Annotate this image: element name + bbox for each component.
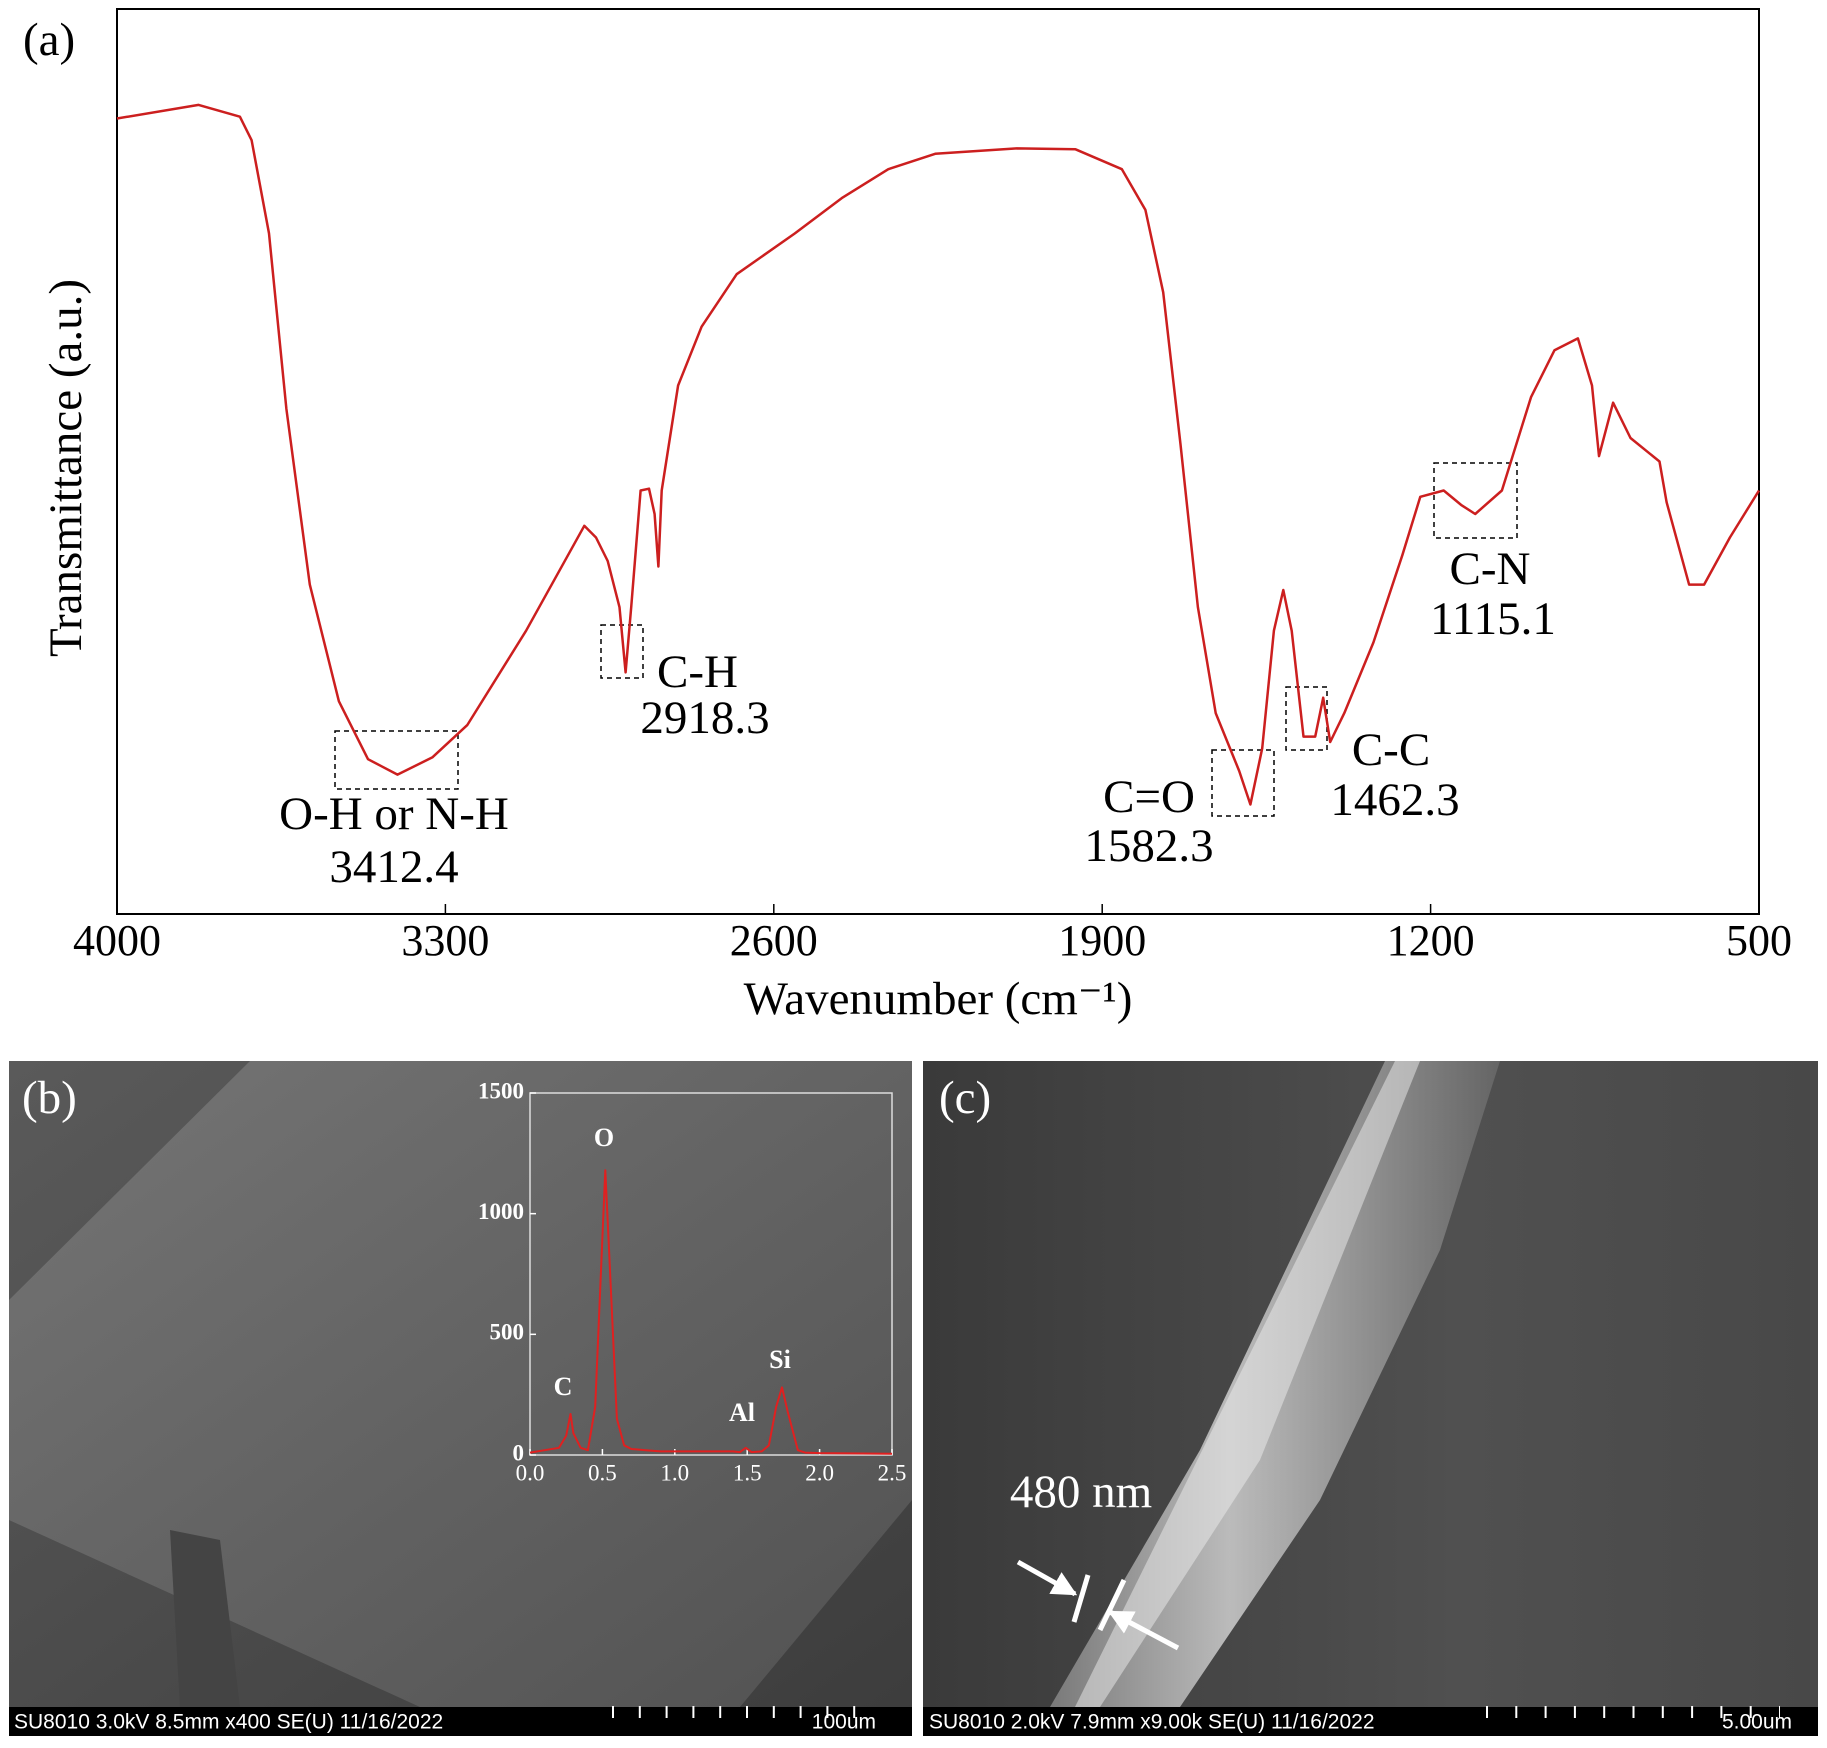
x-tick-label: 0.5 <box>588 1460 617 1485</box>
annotation-box <box>334 730 459 790</box>
x-tick-label: 4000 <box>73 916 161 965</box>
y-tick-label: 1500 <box>478 1078 524 1103</box>
panel-label: (b) <box>22 1072 77 1124</box>
annotation-label: C-C <box>1352 724 1430 776</box>
arrow <box>1107 1609 1180 1651</box>
inset-frame <box>529 1092 893 1456</box>
inset-annotations: C O Al Si <box>554 1123 791 1427</box>
panel-label: (a) <box>23 14 75 66</box>
measure-label: 480 nm <box>1010 1466 1152 1518</box>
annotation-value: 1462.3 <box>1330 774 1459 826</box>
element-label: Si <box>769 1345 791 1374</box>
annotation-value: 2918.3 <box>640 692 769 744</box>
spectrum-line <box>529 1169 893 1455</box>
y-tick-label: 0 <box>513 1440 525 1465</box>
annotation-value: 1582.3 <box>1084 820 1213 872</box>
x-tick-label: 1900 <box>1058 916 1146 965</box>
x-tick-label: 1.0 <box>660 1460 689 1485</box>
annotations: O-H or N-H 3412.4 C-H 2918.3 C=O 1582.3 … <box>279 543 1556 893</box>
x-axis-label: Wavenumber (cm⁻¹) <box>744 973 1133 1025</box>
x-tick-label: 2.5 <box>878 1460 907 1485</box>
annotation-label: O-H or N-H <box>279 788 509 840</box>
x-tick-label: 3300 <box>401 916 489 965</box>
panel-label: (c) <box>939 1072 991 1124</box>
x-tick-label: 2600 <box>730 916 818 965</box>
measure-bar <box>1071 1574 1091 1623</box>
sem-fiber <box>9 1061 912 1707</box>
x-tick-label: 1200 <box>1387 916 1475 965</box>
annotation-value: 1115.1 <box>1430 593 1556 645</box>
annotation-label: C-H <box>657 646 738 698</box>
annotation-label: C=O <box>1103 771 1195 823</box>
element-label: C <box>554 1372 573 1401</box>
plot-frame <box>116 8 1760 915</box>
x-tick-label: 500 <box>1726 916 1792 965</box>
x-tick-label: 0.0 <box>516 1460 545 1485</box>
sem-fiber-edge <box>1075 1061 1420 1707</box>
sem-footer-text: SU8010 3.0kV 8.5mm x400 SE(U) 11/16/2022 <box>14 1711 443 1734</box>
measure-arrows <box>1016 1559 1180 1651</box>
sem-scale: 100um <box>812 1711 876 1734</box>
sem-fiber <box>170 1530 240 1707</box>
element-label: O <box>594 1123 614 1152</box>
annotation-label: C-N <box>1450 543 1531 595</box>
sem-footer <box>923 1707 1818 1736</box>
sem-scale: 5.00um <box>1722 1711 1792 1734</box>
arrow <box>1016 1559 1078 1597</box>
annotation-boxes <box>334 462 1518 817</box>
annotation-box <box>1285 686 1328 751</box>
y-axis-label: Transmittance (a.u.) <box>40 279 92 657</box>
y-tick-label: 500 <box>490 1320 525 1345</box>
x-tick-label: 2.0 <box>805 1460 834 1485</box>
x-tick-label: 1.5 <box>733 1460 762 1485</box>
element-label: Al <box>729 1398 755 1427</box>
spectrum-line <box>116 103 1761 806</box>
sem-footer <box>9 1707 912 1736</box>
y-tick-label: 1000 <box>478 1199 524 1224</box>
annotation-box <box>1211 749 1275 817</box>
annotation-box <box>1433 462 1518 539</box>
sem-footer-text: SU8010 2.0kV 7.9mm x9.00k SE(U) 11/16/20… <box>929 1711 1375 1734</box>
measure-bar <box>1097 1578 1127 1632</box>
annotation-value: 3412.4 <box>329 841 458 893</box>
